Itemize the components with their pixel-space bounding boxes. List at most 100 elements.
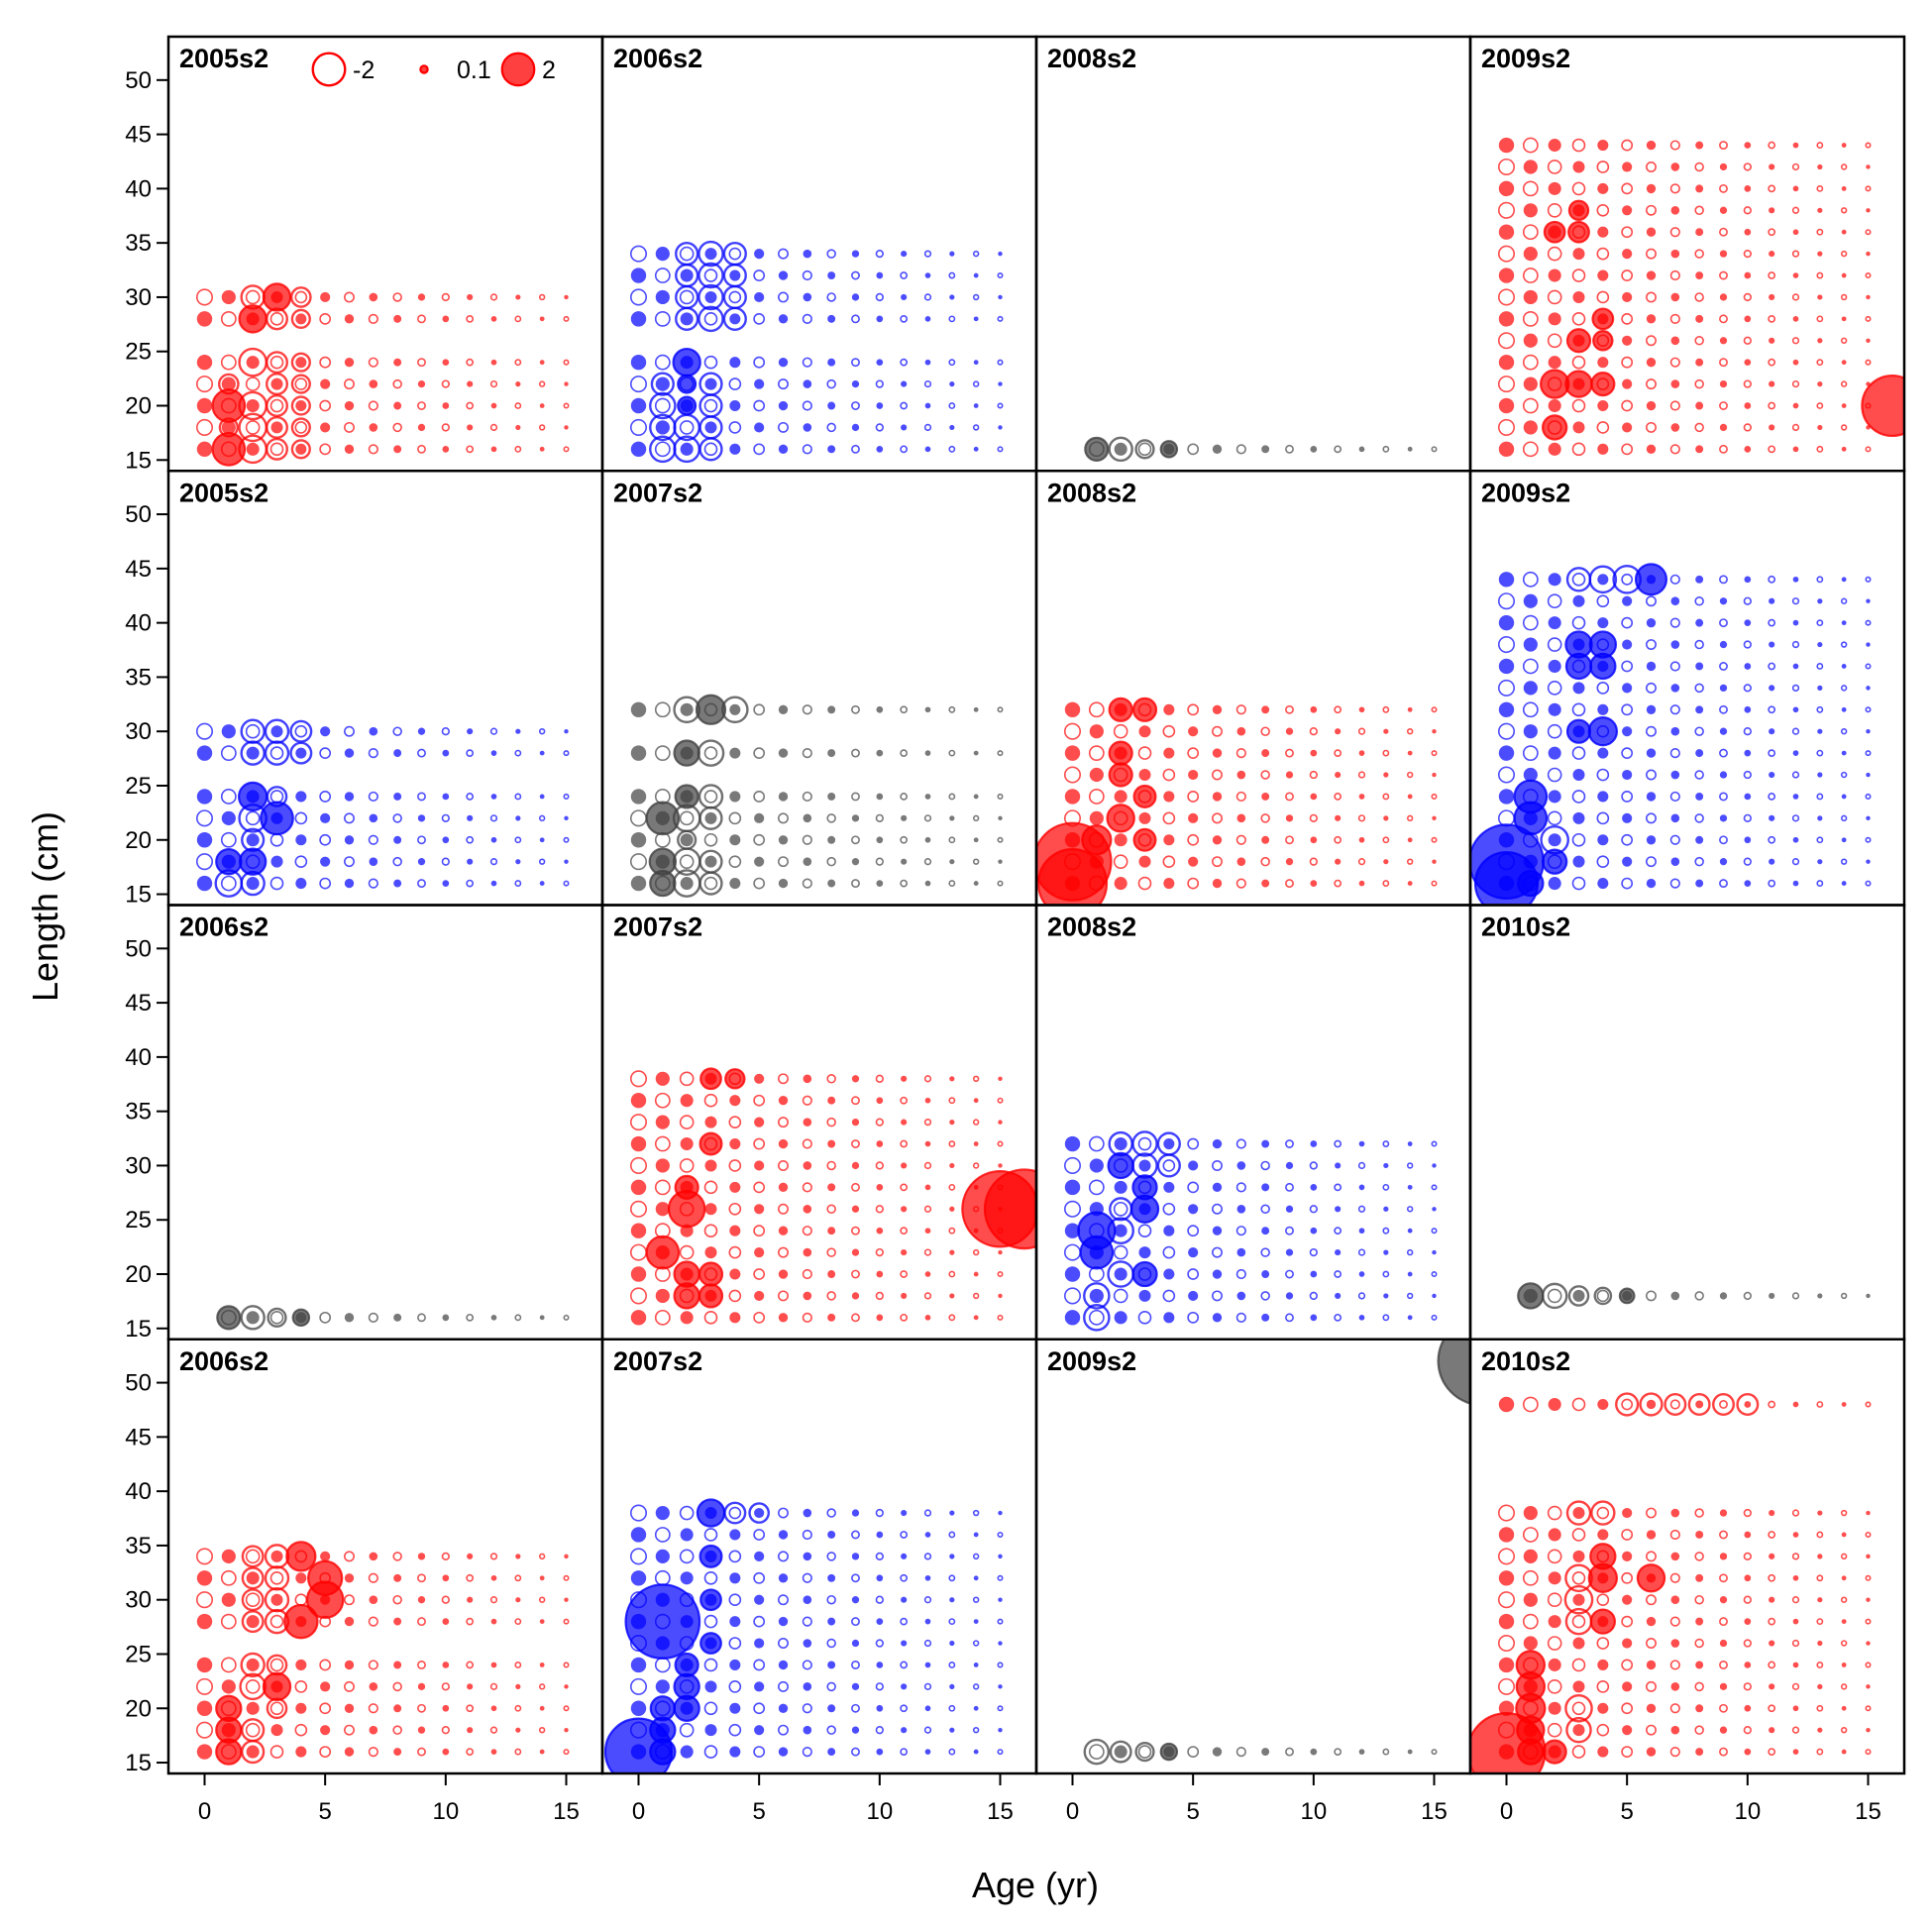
residual-dot [1646, 1594, 1657, 1606]
x-tick-label: 5 [1186, 1798, 1199, 1825]
residual-dot [1695, 879, 1704, 888]
residual-bubble [1567, 199, 1590, 222]
residual-dot [442, 402, 450, 409]
residual-dot [1064, 745, 1081, 761]
residual-dot [1261, 1748, 1270, 1757]
residual-dot [490, 1749, 497, 1755]
residual-bubble [241, 827, 266, 852]
residual-dot [1719, 270, 1728, 280]
residual-dot [1522, 745, 1539, 762]
residual-dot [900, 401, 909, 410]
residual-bubble [1861, 374, 1904, 438]
residual-dot [1572, 1550, 1585, 1562]
residual-dot [1840, 1640, 1848, 1647]
residual-dot [1695, 749, 1704, 758]
residual-dot [1137, 442, 1152, 457]
residual-dot [1522, 571, 1539, 588]
x-tick-label: 0 [632, 1798, 645, 1825]
residual-dot [1309, 1161, 1318, 1170]
residual-dot [851, 1182, 860, 1192]
residual-dot [490, 1574, 497, 1581]
residual-dot [1572, 248, 1585, 261]
residual-dot [997, 446, 1004, 453]
residual-dot [1113, 1288, 1128, 1304]
residual-dot [1719, 858, 1728, 866]
residual-dot [923, 423, 932, 432]
residual-dot [1792, 794, 1799, 800]
residual-bubble [698, 871, 723, 896]
residual-dot [1866, 164, 1871, 169]
residual-dot [1670, 205, 1680, 215]
residual-dot [1498, 658, 1515, 675]
residual-dot [827, 1531, 836, 1539]
residual-dot [630, 397, 647, 414]
residual-dot [851, 1205, 860, 1213]
residual-dot [1406, 814, 1414, 822]
residual-dot [1235, 1226, 1246, 1236]
residual-dot [1114, 1311, 1127, 1325]
residual-dot [901, 1727, 908, 1734]
residual-dot [1743, 684, 1752, 693]
residual-dot [729, 1312, 741, 1324]
residual-dot [802, 1572, 812, 1583]
residual-dot [630, 1135, 647, 1152]
residual-dot [949, 1554, 955, 1559]
residual-dot [515, 380, 521, 387]
residual-dot [1768, 271, 1776, 279]
residual-dot [417, 1553, 426, 1560]
residual-dot [1816, 184, 1824, 192]
residual-dot [680, 1745, 694, 1759]
residual-dot [1622, 769, 1633, 781]
residual-dot [1622, 1507, 1633, 1519]
residual-dot [392, 726, 402, 736]
residual-dot [1719, 162, 1728, 171]
residual-dot [802, 748, 812, 759]
residual-dot [539, 1663, 545, 1667]
residual-bubble [1543, 220, 1566, 244]
residual-dot [417, 358, 426, 368]
residual-dot [901, 251, 908, 258]
residual-dot [320, 291, 331, 303]
residual-dot [827, 1748, 836, 1757]
residual-dot [1571, 138, 1586, 153]
residual-dot [1769, 1596, 1775, 1603]
residual-dot [1768, 1573, 1776, 1582]
residual-dot [1064, 1179, 1081, 1196]
residual-dot [803, 857, 812, 866]
residual-dot [1138, 1159, 1151, 1172]
residual-dot [1768, 401, 1776, 410]
residual-dot [680, 442, 694, 456]
residual-dot [1768, 228, 1776, 237]
residual-dot [319, 1702, 332, 1715]
residual-dot [901, 858, 908, 865]
residual-dot [1088, 1135, 1105, 1152]
residual-dot [1523, 289, 1538, 305]
y-tick-label: 50 [125, 501, 152, 528]
residual-dot [441, 857, 450, 866]
residual-dot [1335, 1292, 1342, 1300]
residual-dot [490, 794, 497, 800]
y-tick-label: 15 [125, 882, 152, 909]
residual-bubble [696, 1498, 726, 1528]
residual-dot [1670, 770, 1680, 780]
residual-dot [1597, 574, 1609, 586]
residual-dot [1522, 1527, 1539, 1543]
residual-bubble [1542, 848, 1568, 875]
residual-dot [1064, 701, 1081, 718]
residual-bubble [675, 242, 699, 267]
residual-bubble [211, 431, 247, 467]
residual-dot [1621, 182, 1634, 195]
residual-dot [295, 1702, 307, 1714]
residual-dot [901, 1249, 908, 1256]
residual-dot [1719, 748, 1728, 758]
residual-dot [1646, 1616, 1657, 1627]
panel-label: 2007s2 [613, 478, 702, 507]
residual-dot [629, 1677, 648, 1695]
x-tick-label: 15 [1421, 1798, 1448, 1825]
residual-dot [1497, 332, 1516, 350]
residual-dot [1817, 1510, 1823, 1516]
residual-dot [1432, 1249, 1437, 1255]
residual-dot [754, 422, 765, 433]
residual-dot [1622, 595, 1633, 606]
residual-dot [1597, 140, 1609, 152]
